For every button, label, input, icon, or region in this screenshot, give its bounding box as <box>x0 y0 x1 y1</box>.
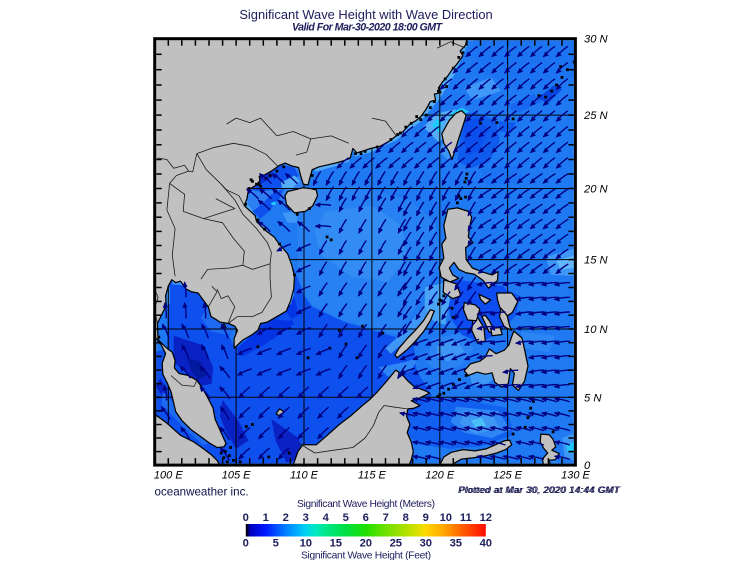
svg-text:0: 0 <box>243 512 249 524</box>
svg-text:2: 2 <box>283 512 289 524</box>
svg-text:1: 1 <box>263 512 269 524</box>
svg-text:110 E: 110 E <box>290 470 319 482</box>
svg-text:10: 10 <box>300 538 312 550</box>
svg-text:9: 9 <box>423 512 429 524</box>
svg-text:5 N: 5 N <box>584 392 602 404</box>
svg-text:Significant Wave Height (Feet): Significant Wave Height (Feet) <box>301 551 431 561</box>
svg-text:105 E: 105 E <box>222 470 251 482</box>
svg-text:30 N: 30 N <box>584 34 609 46</box>
svg-text:35: 35 <box>450 538 462 550</box>
svg-text:5: 5 <box>273 538 279 550</box>
svg-text:oceanweather inc.: oceanweather inc. <box>155 486 249 499</box>
svg-text:4: 4 <box>323 512 330 524</box>
svg-text:Significant Wave Height with W: Significant Wave Height with Wave Direct… <box>239 7 492 22</box>
svg-text:Plotted at Mar 30, 2020 14:44: Plotted at Mar 30, 2020 14:44 GMT <box>459 485 621 495</box>
svg-text:30: 30 <box>420 538 432 550</box>
svg-text:20 N: 20 N <box>583 184 609 196</box>
svg-text:20: 20 <box>360 538 372 550</box>
svg-text:Valid For Mar-30-2020 18:00 GM: Valid For Mar-30-2020 18:00 GMT <box>292 22 444 34</box>
svg-text:25: 25 <box>390 538 402 550</box>
svg-text:125 E: 125 E <box>493 470 522 482</box>
svg-text:120 E: 120 E <box>425 470 454 482</box>
svg-text:115 E: 115 E <box>358 470 387 482</box>
svg-text:3: 3 <box>303 512 309 524</box>
svg-text:0: 0 <box>584 460 591 472</box>
svg-text:10 N: 10 N <box>584 324 609 336</box>
svg-text:10: 10 <box>440 512 452 524</box>
svg-text:Significant Wave Height (Meter: Significant Wave Height (Meters) <box>297 499 435 510</box>
svg-text:Plotted at Mar 30, 2020 14:44: Plotted at Mar 30, 2020 14:44 GMT <box>458 485 620 495</box>
svg-text:40: 40 <box>480 538 492 550</box>
svg-text:15 N: 15 N <box>584 255 609 267</box>
svg-text:11: 11 <box>460 512 472 524</box>
svg-text:5: 5 <box>343 512 349 524</box>
svg-text:7: 7 <box>383 512 389 524</box>
svg-text:130 E: 130 E <box>561 470 590 482</box>
svg-text:100 E: 100 E <box>154 470 183 482</box>
svg-text:6: 6 <box>363 512 369 524</box>
svg-text:15: 15 <box>330 538 342 550</box>
svg-text:8: 8 <box>403 512 409 524</box>
svg-text:12: 12 <box>480 512 492 524</box>
svg-text:0: 0 <box>243 538 249 550</box>
svg-text:25 N: 25 N <box>583 110 609 122</box>
